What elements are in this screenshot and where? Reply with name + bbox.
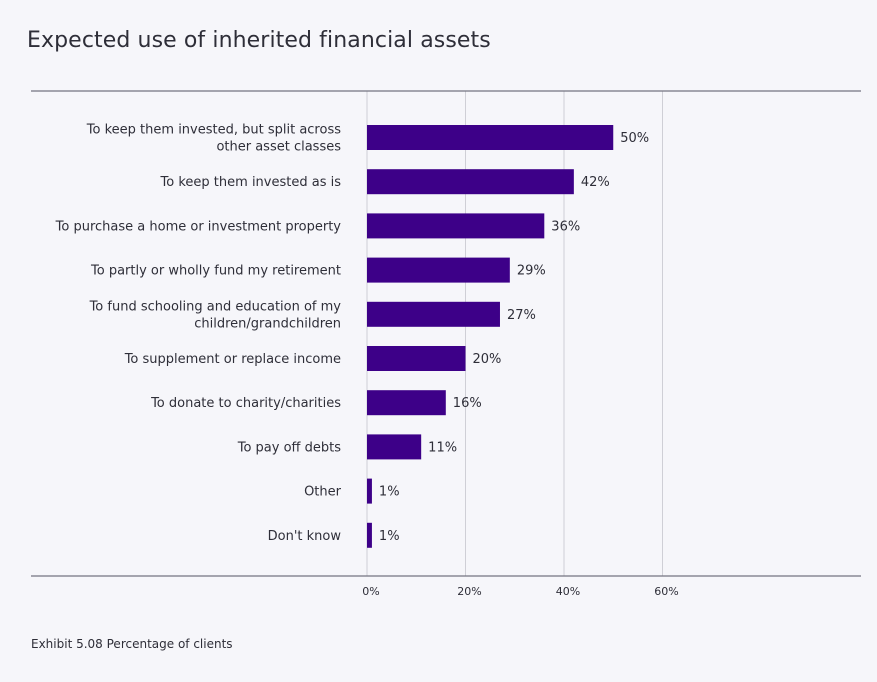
value-label: 42% bbox=[581, 175, 610, 190]
bar bbox=[367, 169, 574, 195]
value-label: 1% bbox=[379, 529, 400, 544]
category-label: To supplement or replace income bbox=[124, 352, 341, 367]
value-label: 11% bbox=[428, 440, 457, 455]
bar bbox=[367, 346, 466, 371]
category-label: Other bbox=[304, 485, 342, 500]
value-label: 20% bbox=[473, 352, 502, 367]
category-label: To fund schooling and education of my chi… bbox=[89, 299, 342, 331]
category-label: To purchase a home or investment propert… bbox=[55, 219, 342, 234]
value-label: 29% bbox=[517, 264, 546, 279]
bar bbox=[367, 125, 614, 150]
category-label: To pay off debts bbox=[237, 440, 342, 455]
chart-title: Expected use of inherited financial asse… bbox=[27, 28, 491, 53]
value-label: 16% bbox=[453, 396, 482, 411]
value-label: 27% bbox=[507, 308, 536, 323]
bar bbox=[367, 478, 372, 504]
x-tick-label: 0% bbox=[362, 585, 379, 598]
category-label: To keep them invested, but split across o… bbox=[86, 123, 341, 155]
x-tick-label: 40% bbox=[556, 585, 580, 598]
bar bbox=[367, 434, 422, 460]
category-label: To donate to charity/charities bbox=[150, 396, 341, 411]
category-label: To partly or wholly fund my retirement bbox=[90, 264, 341, 279]
exhibit-footnote: Exhibit 5.08 Percentage of clients bbox=[31, 637, 233, 651]
bar bbox=[367, 522, 372, 548]
value-label: 36% bbox=[551, 219, 580, 234]
category-label: To keep them invested as is bbox=[160, 175, 342, 190]
bar bbox=[367, 301, 500, 327]
value-label: 1% bbox=[379, 485, 400, 500]
x-tick-label: 60% bbox=[654, 585, 678, 598]
category-label: Don't know bbox=[268, 529, 342, 544]
bar bbox=[367, 213, 545, 239]
value-label: 50% bbox=[620, 131, 649, 146]
bar bbox=[367, 257, 510, 283]
bar bbox=[367, 390, 446, 416]
x-tick-label: 20% bbox=[457, 585, 481, 598]
